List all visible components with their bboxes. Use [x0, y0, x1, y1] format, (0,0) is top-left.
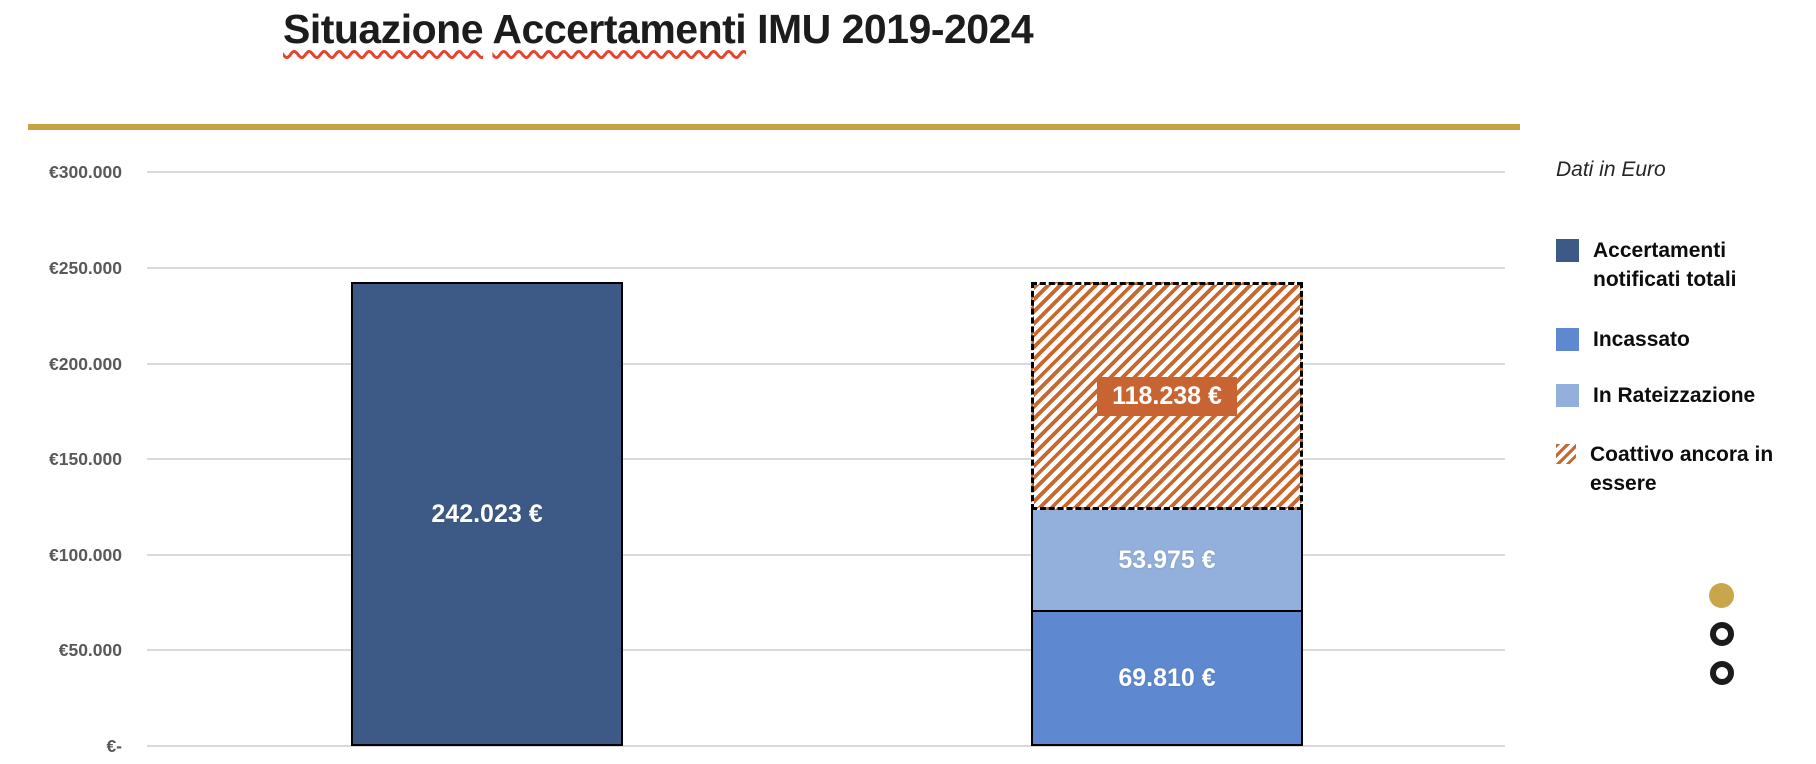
legend-item-label: Accertamenti notificati totali [1593, 239, 1737, 291]
bar-value-label: 53.975 € [1118, 545, 1216, 574]
bar-accertamenti-totali: 242.023 € [351, 282, 623, 746]
bar-value-label: 242.023 € [431, 499, 543, 528]
y-axis-tick-label: €200.000 [49, 354, 122, 374]
legend-swatch-accertamenti [1556, 239, 1579, 262]
divider-rule [28, 124, 1520, 130]
gridline [147, 554, 1505, 556]
bar-value-label-coattivo: 118.238 € [1097, 376, 1237, 416]
bar-segment-coattivo: 118.238 € [1031, 282, 1303, 510]
legend-swatch-incassato [1556, 328, 1579, 351]
ring-decoration [1710, 661, 1734, 685]
x-axis-line [147, 745, 1505, 747]
legend-item-accertamenti: Accertamenti notificati totali [1556, 236, 1801, 294]
y-axis-tick-label: €50.000 [58, 640, 122, 660]
title-word-underlined: Situazione [283, 6, 484, 52]
ring-decoration [1710, 622, 1734, 646]
legend-item-coattivo: Coattivo ancora in essere [1556, 440, 1798, 498]
gridline [147, 267, 1505, 269]
legend-item-incassato: Incassato [1556, 325, 1801, 354]
y-axis-tick-label: €250.000 [49, 258, 122, 278]
gridline [147, 458, 1505, 460]
legend-item-label: Coattivo ancora in essere [1590, 443, 1774, 495]
legend-swatch-rateizzazione [1556, 384, 1579, 407]
gridline [147, 171, 1505, 173]
legend-item-label: In Rateizzazione [1593, 384, 1756, 407]
chart-title: Situazione Accertamenti IMU 2019-2024 [283, 6, 1034, 53]
y-axis-tick-label: €100.000 [49, 545, 122, 565]
bar-segment-incassato: 69.810 € [1031, 612, 1303, 746]
bar-value-label: 69.810 € [1118, 663, 1216, 692]
legend-item-label: Incassato [1593, 328, 1690, 351]
y-axis-tick-label: €- [106, 736, 122, 756]
y-axis-tick-label: €150.000 [49, 449, 122, 469]
title-rest: IMU 2019-2024 [746, 6, 1034, 52]
gridline [147, 363, 1505, 365]
title-word-underlined: Accertamenti [492, 6, 747, 52]
bar-segment-rateizzazione: 53.975 € [1031, 510, 1303, 612]
legend-note: Dati in Euro [1556, 158, 1666, 181]
legend-item-rateizzazione: In Rateizzazione [1556, 381, 1801, 410]
y-axis-tick-label: €300.000 [49, 162, 122, 182]
legend-swatch-coattivo-hatch [1556, 444, 1576, 464]
gridline [147, 649, 1505, 651]
gold-dot-decoration [1709, 583, 1734, 608]
